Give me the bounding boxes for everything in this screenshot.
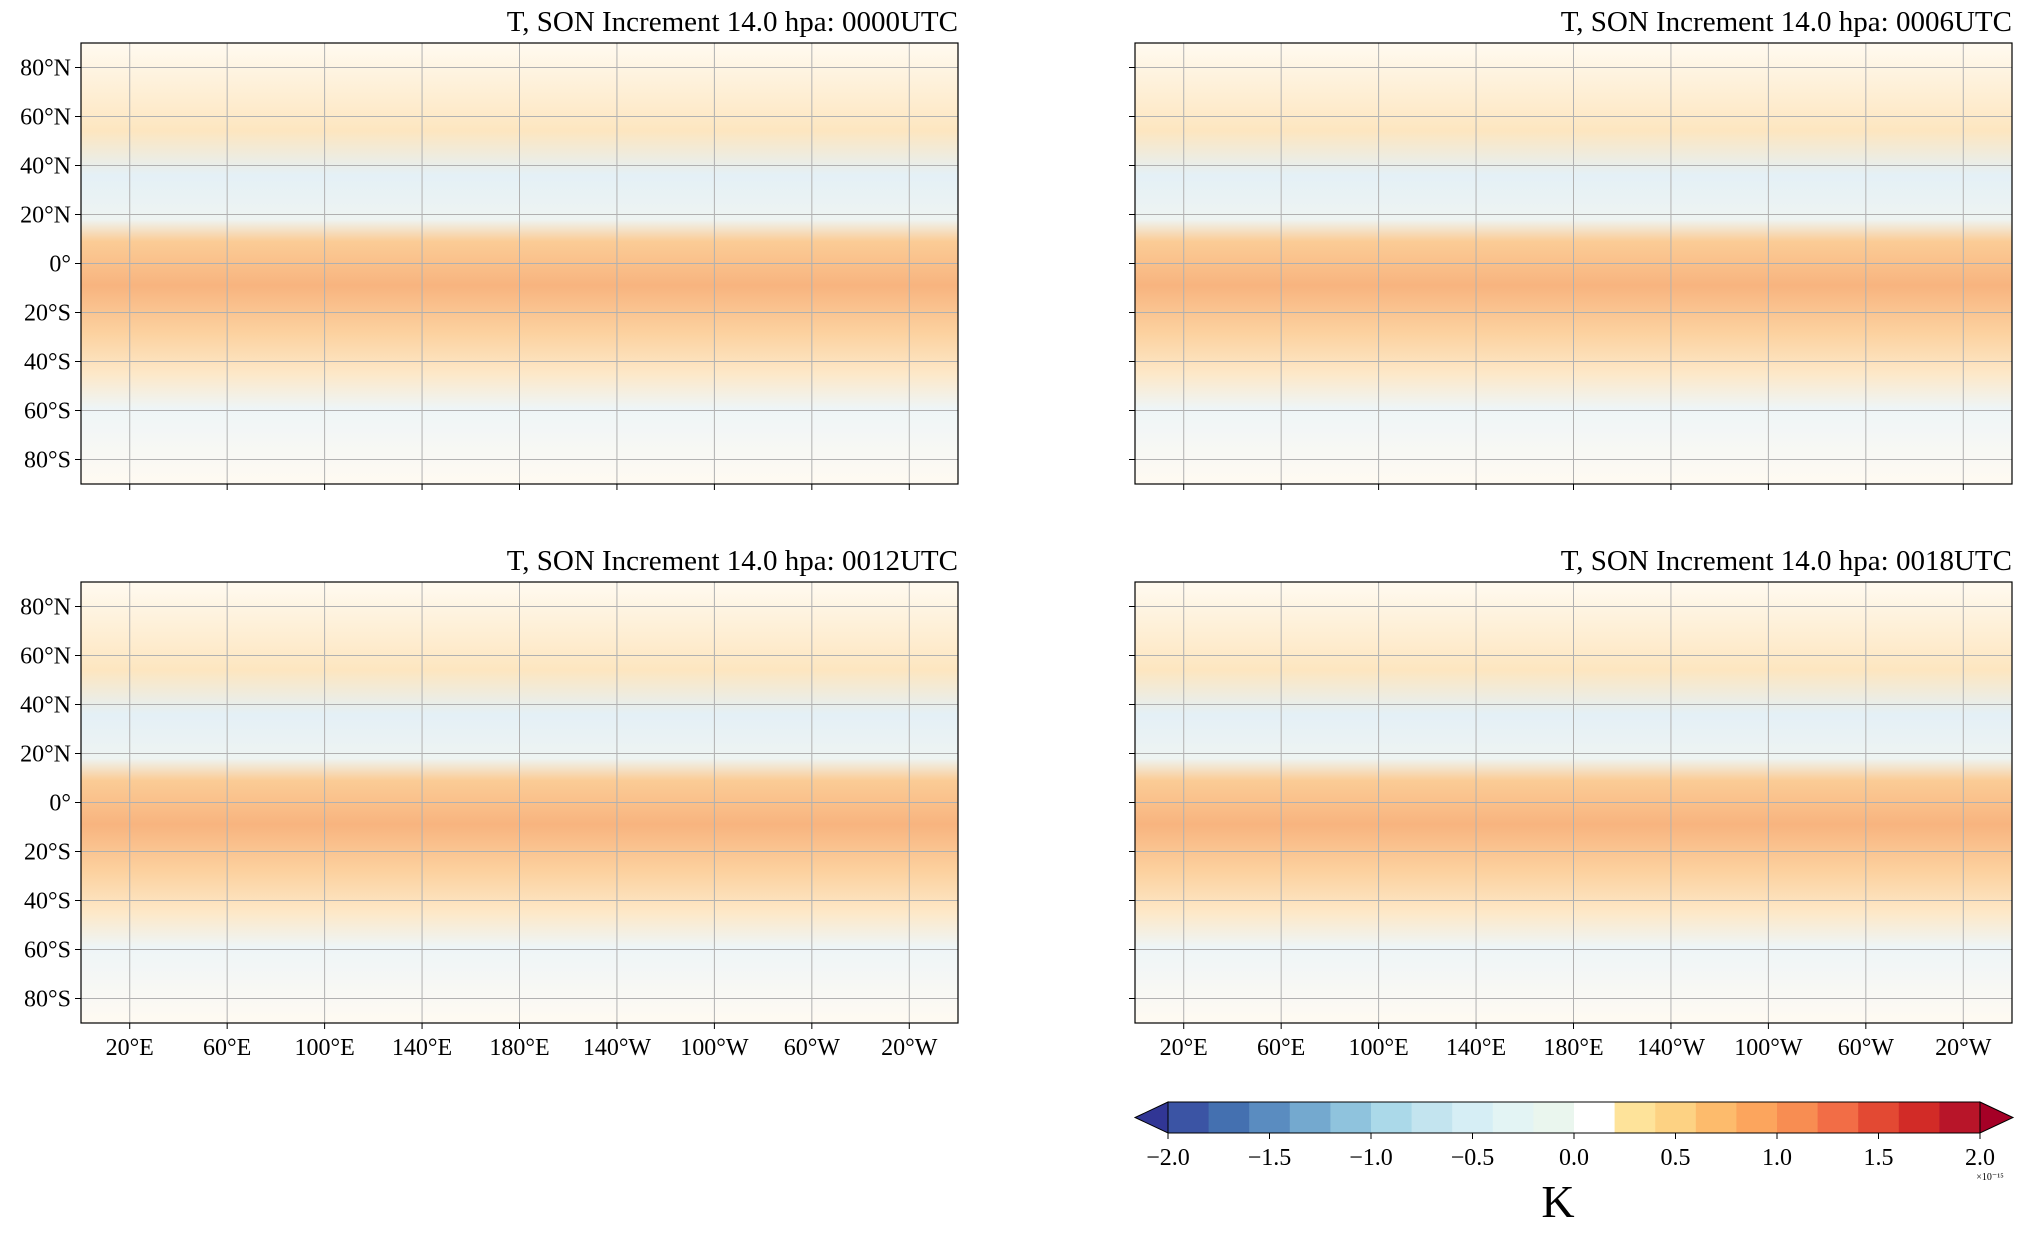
panel-title: T, SON Increment 14.0 hpa: 0000UTC	[507, 6, 958, 38]
lon-tick-label: 180°E	[1543, 1035, 1603, 1061]
panel-title: T, SON Increment 14.0 hpa: 0018UTC	[1561, 545, 2012, 577]
colorbar-segment	[1736, 1102, 1778, 1133]
lon-tick-label: 140°E	[1446, 1035, 1506, 1061]
lon-tick-label: 140°W	[1637, 1035, 1706, 1061]
lat-tick-label: 40°N	[20, 693, 71, 719]
map-frame	[80, 581, 959, 1024]
colorbar-tick-label: −1.5	[1248, 1145, 1292, 1171]
lat-tick-label: 80°S	[24, 448, 71, 474]
colorbar-segment	[1898, 1102, 1940, 1133]
colorbar-extension	[1979, 1101, 2015, 1134]
map-frame	[1134, 42, 2013, 485]
lon-tick-label: 100°E	[294, 1035, 354, 1061]
lon-tick-label: 100°E	[1348, 1035, 1408, 1061]
lon-tick-label: 60°E	[1257, 1035, 1305, 1061]
colorbar-segment	[1452, 1102, 1494, 1133]
colorbar-segment	[1858, 1102, 1900, 1133]
map-panel: T, SON Increment 14.0 hpa: 0018UTC 20°E 60…	[1129, 545, 2013, 1061]
lon-tick-label: 60°E	[203, 1035, 251, 1061]
lat-tick-label: 0°	[49, 252, 71, 278]
colorbar-segment	[1208, 1102, 1250, 1133]
map-panel: T, SON Increment 14.0 hpa: 0012UTC 80°N 60…	[20, 545, 959, 1061]
colorbar-segment	[1330, 1102, 1372, 1133]
lat-tick-label: 60°N	[20, 105, 71, 131]
colorbar-segment	[1249, 1102, 1291, 1133]
panel-title: T, SON Increment 14.0 hpa: 0006UTC	[1561, 6, 2012, 38]
lat-tick-label: 0°	[49, 791, 71, 817]
colorbar-tick-label: −2.0	[1146, 1145, 1190, 1171]
colorbar: −2.0 −1.5 −1.0 −0.5 0.0 0.5 1.0 1.5 2.0×10⁻¹⁵ K	[1133, 1101, 2015, 1227]
lat-tick-label: 40°S	[24, 350, 71, 376]
lon-tick-label: 140°W	[583, 1035, 652, 1061]
colorbar-segment	[1289, 1102, 1331, 1133]
lon-tick-label: 20°W	[881, 1035, 938, 1061]
colorbar-tick-label: 1.0	[1762, 1145, 1792, 1171]
colorbar-extension	[1133, 1101, 1169, 1134]
map-panel: T, SON Increment 14.0 hpa: 0006UTC	[1129, 6, 2013, 490]
colorbar-tick-label: 1.5	[1864, 1145, 1894, 1171]
lon-tick-label: 20°E	[106, 1035, 154, 1061]
lat-tick-label: 60°S	[24, 399, 71, 425]
colorbar-segment	[1168, 1102, 1210, 1133]
colorbar-segment	[1614, 1102, 1656, 1133]
colorbar-segment	[1777, 1102, 1819, 1133]
lon-tick-label: 140°E	[392, 1035, 452, 1061]
colorbar-exponent: ×10⁻¹⁵	[1976, 1172, 2003, 1183]
colorbar-segment	[1655, 1102, 1697, 1133]
colorbar-segment	[1492, 1102, 1534, 1133]
colorbar-tick-label: −1.0	[1349, 1145, 1393, 1171]
lon-tick-label: 100°W	[1734, 1035, 1803, 1061]
lon-tick-label: 100°W	[680, 1035, 749, 1061]
panel-title: T, SON Increment 14.0 hpa: 0012UTC	[507, 545, 958, 577]
colorbar-tick-label: −0.5	[1451, 1145, 1495, 1171]
map-frame	[80, 42, 959, 485]
colorbar-segment	[1533, 1102, 1575, 1133]
lat-tick-label: 80°N	[20, 56, 71, 82]
lon-tick-label: 60°W	[784, 1035, 841, 1061]
colorbar-segment	[1411, 1102, 1453, 1133]
map-frame	[1134, 581, 2013, 1024]
lat-tick-label: 60°S	[24, 938, 71, 964]
colorbar-segment	[1574, 1102, 1616, 1133]
lat-tick-label: 80°N	[20, 595, 71, 621]
map-panel: T, SON Increment 14.0 hpa: 0000UTC 80°N 60…	[20, 6, 959, 490]
colorbar-label: K	[1541, 1176, 1574, 1227]
lat-tick-label: 20°N	[20, 203, 71, 229]
colorbar-segment	[1939, 1102, 1981, 1133]
lon-tick-label: 60°W	[1838, 1035, 1895, 1061]
colorbar-segment	[1695, 1102, 1737, 1133]
lat-tick-label: 40°N	[20, 154, 71, 180]
colorbar-tick-label: 0.5	[1661, 1145, 1691, 1171]
lat-tick-label: 20°S	[24, 840, 71, 866]
lat-tick-label: 60°N	[20, 644, 71, 670]
lat-tick-label: 20°S	[24, 301, 71, 327]
lat-tick-label: 80°S	[24, 987, 71, 1013]
colorbar-tick-label: 0.0	[1559, 1145, 1589, 1171]
lon-tick-label: 20°W	[1935, 1035, 1992, 1061]
lon-tick-label: 180°E	[489, 1035, 549, 1061]
colorbar-segment	[1817, 1102, 1859, 1133]
colorbar-segment	[1371, 1102, 1413, 1133]
colorbar-tick-label: 2.0	[1965, 1145, 1995, 1171]
lat-tick-label: 40°S	[24, 889, 71, 915]
lat-tick-label: 20°N	[20, 742, 71, 768]
lon-tick-label: 20°E	[1160, 1035, 1208, 1061]
